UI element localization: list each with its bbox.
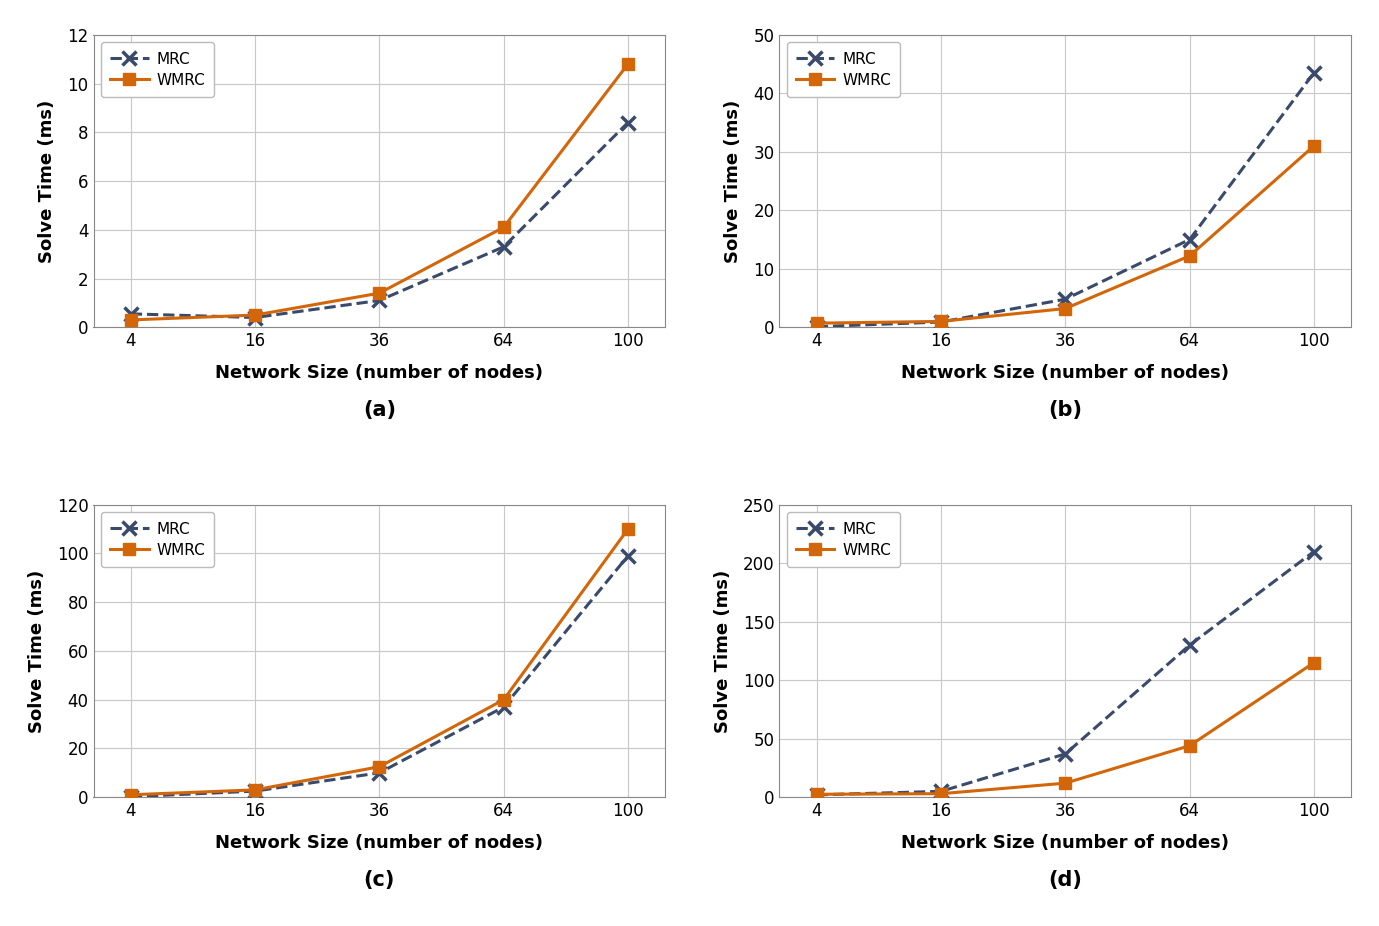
WMRC xyxy=(1182,250,1198,261)
WMRC xyxy=(495,694,512,706)
X-axis label: Network Size (number of nodes): Network Size (number of nodes) xyxy=(215,364,543,382)
MRC xyxy=(371,768,387,779)
MRC xyxy=(123,791,139,802)
Line: WMRC: WMRC xyxy=(125,523,633,800)
WMRC xyxy=(808,789,825,800)
WMRC xyxy=(495,221,512,232)
Text: (a): (a) xyxy=(363,400,396,420)
X-axis label: Network Size (number of nodes): Network Size (number of nodes) xyxy=(902,364,1229,382)
WMRC xyxy=(247,309,263,320)
Line: MRC: MRC xyxy=(809,66,1321,333)
Legend: MRC, WMRC: MRC, WMRC xyxy=(787,43,900,97)
MRC xyxy=(1182,234,1198,245)
WMRC xyxy=(1182,740,1198,751)
MRC xyxy=(495,242,512,253)
Line: WMRC: WMRC xyxy=(125,58,633,326)
WMRC xyxy=(123,315,139,326)
MRC xyxy=(619,550,636,561)
MRC xyxy=(932,317,949,328)
Y-axis label: Solve Time (ms): Solve Time (ms) xyxy=(28,569,46,732)
Y-axis label: Solve Time (ms): Solve Time (ms) xyxy=(714,569,732,732)
MRC xyxy=(619,117,636,128)
WMRC xyxy=(808,318,825,329)
MRC xyxy=(1058,294,1074,305)
Line: MRC: MRC xyxy=(124,549,634,804)
WMRC xyxy=(619,523,636,534)
Text: (b): (b) xyxy=(1048,400,1083,420)
WMRC xyxy=(1058,303,1074,314)
WMRC xyxy=(247,784,263,795)
MRC xyxy=(495,702,512,713)
Legend: MRC, WMRC: MRC, WMRC xyxy=(787,512,900,567)
MRC xyxy=(808,789,825,800)
MRC xyxy=(1306,546,1322,557)
Line: MRC: MRC xyxy=(809,544,1321,802)
Line: WMRC: WMRC xyxy=(811,657,1320,800)
WMRC xyxy=(1306,141,1322,152)
WMRC xyxy=(123,789,139,800)
X-axis label: Network Size (number of nodes): Network Size (number of nodes) xyxy=(902,834,1229,852)
WMRC xyxy=(619,58,636,69)
MRC xyxy=(123,308,139,319)
MRC xyxy=(247,312,263,323)
MRC xyxy=(247,785,263,796)
MRC xyxy=(1058,748,1074,759)
Y-axis label: Solve Time (ms): Solve Time (ms) xyxy=(39,99,57,263)
WMRC xyxy=(932,316,949,327)
WMRC xyxy=(932,788,949,799)
WMRC xyxy=(1306,657,1322,669)
Legend: MRC, WMRC: MRC, WMRC xyxy=(101,512,214,567)
WMRC xyxy=(371,761,387,772)
MRC xyxy=(932,786,949,797)
Legend: MRC, WMRC: MRC, WMRC xyxy=(101,43,214,97)
Text: (c): (c) xyxy=(364,870,394,890)
Line: WMRC: WMRC xyxy=(811,141,1320,329)
WMRC xyxy=(371,288,387,299)
MRC xyxy=(371,294,387,306)
Text: (d): (d) xyxy=(1048,870,1083,890)
X-axis label: Network Size (number of nodes): Network Size (number of nodes) xyxy=(215,834,543,852)
Y-axis label: Solve Time (ms): Solve Time (ms) xyxy=(724,99,742,263)
MRC xyxy=(808,321,825,332)
MRC xyxy=(1306,68,1322,79)
MRC xyxy=(1182,640,1198,651)
Line: MRC: MRC xyxy=(124,116,634,324)
WMRC xyxy=(1058,778,1074,789)
